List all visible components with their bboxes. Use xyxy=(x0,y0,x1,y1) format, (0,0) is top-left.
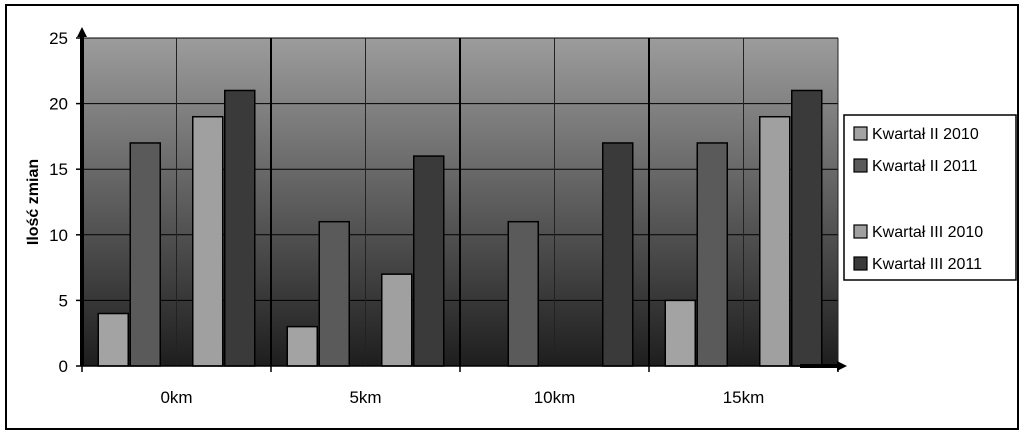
y-tick-label: 25 xyxy=(49,29,68,48)
bar-4-5km xyxy=(413,155,445,367)
x-tick-label-0km: 0km xyxy=(160,388,192,407)
y-tick-label: 0 xyxy=(59,357,68,376)
bar-4-15km xyxy=(791,89,823,367)
bar-2-0km xyxy=(129,142,161,367)
legend-label-2: Kwartał II 2011 xyxy=(872,158,978,175)
bar-1-15km xyxy=(664,299,696,367)
x-tick-label-10km: 10km xyxy=(534,388,576,407)
y-axis-title: Ilość zmian xyxy=(25,159,42,245)
bar-3-0km xyxy=(192,115,224,367)
legend-swatch-3 xyxy=(853,224,868,239)
bar-1-5km xyxy=(286,325,318,367)
bar-2-10km xyxy=(507,220,539,367)
legend-label-4: Kwartał III 2011 xyxy=(872,256,982,273)
y-tick-label: 5 xyxy=(59,291,68,310)
legend-label-3: Kwartał III 2010 xyxy=(872,224,983,241)
y-tick-label: 10 xyxy=(49,226,68,245)
legend-label-1: Kwartał II 2010 xyxy=(872,126,979,143)
y-tick-label: 20 xyxy=(49,95,68,114)
bar-2-15km xyxy=(696,142,728,367)
bar-3-15km xyxy=(759,115,791,367)
legend-swatch-2 xyxy=(853,158,868,173)
legend xyxy=(843,114,1017,281)
bar-1-0km xyxy=(97,312,129,367)
bar-3-5km xyxy=(381,273,413,367)
bar-2-5km xyxy=(318,220,350,367)
bar-4-0km xyxy=(224,89,256,367)
x-tick-label-15km: 15km xyxy=(723,388,765,407)
y-tick-label: 15 xyxy=(49,160,68,179)
legend-swatch-4 xyxy=(853,256,868,271)
x-tick-label-5km: 5km xyxy=(349,388,381,407)
legend-swatch-1 xyxy=(853,126,868,141)
bar-4-10km xyxy=(602,142,634,367)
